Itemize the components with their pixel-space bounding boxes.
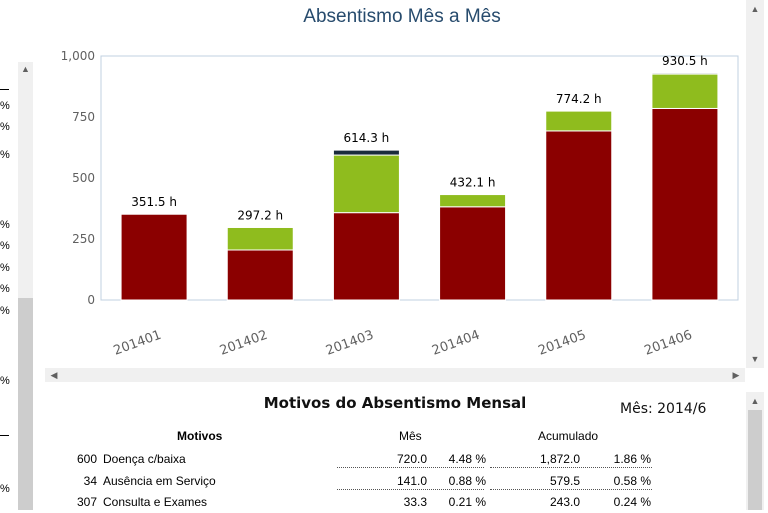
scroll-up-icon[interactable]: ▲ xyxy=(750,396,760,406)
scroll-up-icon[interactable]: ▲ xyxy=(750,4,760,14)
month-percent: 4.48 % xyxy=(448,452,486,466)
column-header-mes: Mês xyxy=(399,429,422,443)
reason-code: 600 xyxy=(76,452,97,466)
table-row: 307 Consulta e Exames 33.3 0.21 % 243.0 … xyxy=(45,491,745,513)
percent-label: % xyxy=(0,121,10,133)
bar-segment[interactable] xyxy=(226,249,294,301)
month-percent: 0.88 % xyxy=(448,474,486,488)
row-divider xyxy=(490,489,652,490)
percent-label: % xyxy=(0,262,10,274)
row-divider xyxy=(337,467,484,468)
y-tick-label: 750 xyxy=(72,110,95,124)
bar-total-label: 930.5 h xyxy=(662,54,708,68)
bar-segment[interactable] xyxy=(120,213,188,301)
x-tick-label: 201401 xyxy=(112,328,164,359)
y-tick-label: 0 xyxy=(87,293,95,307)
accumulated-value: 243.0 xyxy=(549,495,580,509)
percent-label: % xyxy=(0,219,10,231)
y-tick-label: 500 xyxy=(72,171,95,185)
divider xyxy=(0,89,9,90)
table-row: 600 Doença c/baixa 720.0 4.48 % 1,872.0 … xyxy=(45,448,745,470)
percent-label: % xyxy=(0,149,10,161)
bar-segment[interactable] xyxy=(651,73,719,109)
bar-segment[interactable] xyxy=(651,107,719,301)
bar-segment[interactable] xyxy=(545,130,613,301)
month-value: 33.3 xyxy=(403,495,427,509)
accumulated-percent: 0.58 % xyxy=(613,474,651,488)
bar-segment[interactable] xyxy=(332,212,400,301)
row-divider xyxy=(490,467,652,468)
month-value: 720.0 xyxy=(396,452,427,466)
reason-description: Ausência em Serviço xyxy=(103,474,216,488)
bar-segment[interactable] xyxy=(651,72,719,75)
column-header-motivos: Motivos xyxy=(177,429,223,443)
chart-title: Absentismo Mês a Mês xyxy=(303,6,501,27)
reason-description: Doença c/baixa xyxy=(103,452,186,466)
scrollbar-thumb[interactable] xyxy=(18,298,33,510)
x-tick-label: 201402 xyxy=(218,328,270,359)
accumulated-value: 1,872.0 xyxy=(539,452,580,466)
bar-segment[interactable] xyxy=(226,226,294,251)
reason-code: 307 xyxy=(76,495,97,509)
column-header-acumulado: Acumulado xyxy=(538,429,599,443)
bar-segment[interactable] xyxy=(439,206,507,301)
percent-label: % xyxy=(0,100,10,112)
percent-label: % xyxy=(0,283,10,295)
percent-label: % xyxy=(0,240,10,252)
chart-horizontal-scrollbar[interactable]: ◀ ▶ xyxy=(45,368,745,382)
y-tick-label: 250 xyxy=(72,232,95,246)
chart-panel: Absentismo Mês a Mês 0 250 500 750 1,000 351… xyxy=(45,0,745,382)
bar-segment[interactable] xyxy=(439,194,507,208)
bar-total-label: 432.1 h xyxy=(450,176,496,190)
x-tick-label: 201403 xyxy=(324,328,376,359)
plot-area xyxy=(100,55,739,301)
table-scrollbar[interactable]: ▲ xyxy=(746,392,764,510)
scroll-up-icon[interactable]: ▲ xyxy=(21,64,30,74)
accumulated-percent: 0.24 % xyxy=(613,495,651,509)
percent-label: % xyxy=(0,483,10,495)
month-value: 141.0 xyxy=(396,474,427,488)
bar-segment[interactable] xyxy=(332,149,400,156)
reasons-panel: Motivos do Absentismo Mensal Mês: 2014/6… xyxy=(45,384,745,510)
month-percent: 0.21 % xyxy=(448,495,486,509)
bar-segment[interactable] xyxy=(332,154,400,214)
bar-total-label: 614.3 h xyxy=(344,131,390,145)
y-tick-label: 1,000 xyxy=(61,49,95,63)
percent-label: % xyxy=(0,375,10,387)
left-scrollbar[interactable]: ▲ xyxy=(18,62,33,510)
bar-total-label: 774.2 h xyxy=(556,92,602,106)
scroll-left-icon[interactable]: ◀ xyxy=(50,370,58,380)
accumulated-percent: 1.86 % xyxy=(613,452,651,466)
bar-total-label: 297.2 h xyxy=(237,208,283,222)
scroll-right-icon[interactable]: ▶ xyxy=(732,370,740,380)
x-tick-label: 201406 xyxy=(643,328,695,359)
x-tick-label: 201404 xyxy=(430,328,482,359)
bar-segment[interactable] xyxy=(545,110,613,132)
bar-chart: 0 250 500 750 1,000 351.5 h 297.2 h 614.3 h 432… xyxy=(61,49,739,359)
reason-code: 34 xyxy=(83,474,97,488)
x-tick-label: 201405 xyxy=(536,328,588,359)
bar-total-label: 351.5 h xyxy=(131,195,177,209)
month-label: Mês: 2014/6 xyxy=(620,401,707,417)
table-row: 34 Ausência em Serviço 141.0 0.88 % 579.… xyxy=(45,470,745,492)
reasons-title: Motivos do Absentismo Mensal xyxy=(263,394,527,412)
divider xyxy=(0,435,9,436)
percent-label: % xyxy=(0,305,10,317)
chart-right-scrollbar[interactable]: ▲ ▼ xyxy=(746,0,764,368)
scrollbar-thumb[interactable] xyxy=(748,410,762,510)
scroll-down-icon[interactable]: ▼ xyxy=(750,354,760,364)
accumulated-value: 579.5 xyxy=(549,474,580,488)
row-divider xyxy=(337,489,484,490)
reason-description: Consulta e Exames xyxy=(103,495,208,509)
